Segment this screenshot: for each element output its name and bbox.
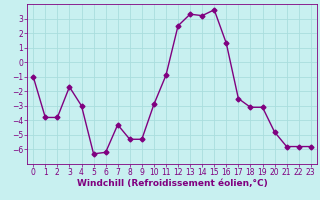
X-axis label: Windchill (Refroidissement éolien,°C): Windchill (Refroidissement éolien,°C)	[76, 179, 268, 188]
